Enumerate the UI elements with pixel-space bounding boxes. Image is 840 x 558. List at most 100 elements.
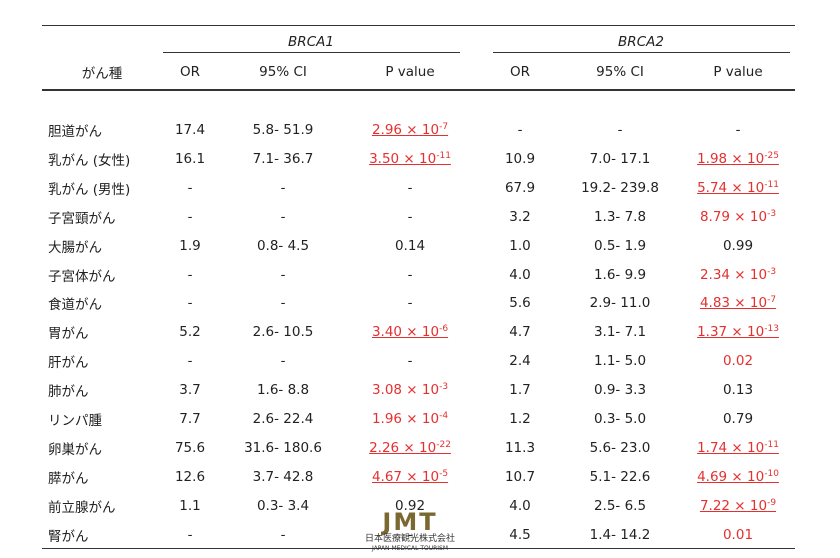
group-header: BRCA2 bbox=[618, 34, 664, 50]
table-cell: 1.2 bbox=[509, 411, 531, 427]
p-value: 0.02 bbox=[723, 353, 753, 369]
p-value: 1.98 × 10-25 bbox=[697, 151, 779, 167]
cancer-name: 肺がん bbox=[48, 384, 89, 401]
p-value: 4.69 × 10-10 bbox=[697, 469, 779, 485]
group-header: BRCA1 bbox=[288, 34, 334, 50]
p-value: 2.34 × 10-3 bbox=[700, 267, 776, 283]
table-cell: 1.6- 9.9 bbox=[593, 266, 647, 283]
table-cell: 31.6- 180.6 bbox=[244, 439, 322, 456]
p-value-exponent: -5 bbox=[439, 468, 449, 479]
cancer-name: 前立腺がん bbox=[48, 499, 116, 516]
table-cell: - bbox=[187, 266, 193, 283]
p-value-mantissa: 5.74 × 10 bbox=[697, 179, 765, 196]
p-value-exponent: -7 bbox=[439, 122, 449, 132]
p-value-mantissa: 4.67 × 10 bbox=[371, 468, 440, 485]
p-value-mantissa: 2.34 × 10 bbox=[699, 266, 768, 283]
p-value-exponent: -22 bbox=[436, 439, 451, 450]
p-value-exponent: -10 bbox=[764, 468, 779, 479]
p-value-mantissa: 1.37 × 10 bbox=[697, 324, 765, 341]
table-cell: - bbox=[280, 353, 286, 370]
p-value-exponent: -3 bbox=[767, 208, 777, 219]
table-cell: 1.7 bbox=[509, 382, 531, 399]
table-cell: - bbox=[407, 526, 413, 543]
cancer-name: 卵巣がん bbox=[48, 441, 102, 458]
watermark-logo: JMT bbox=[382, 508, 438, 536]
table-cell: 2.6- 10.5 bbox=[252, 324, 314, 341]
column-header: OR bbox=[179, 64, 201, 80]
table-cell: 10.7 bbox=[504, 468, 536, 485]
column-header: 95% CI bbox=[259, 64, 307, 80]
p-value-mantissa: 2.96 × 10 bbox=[371, 122, 440, 138]
table-cell: 0.99 bbox=[722, 237, 754, 254]
table-cell: 1.4- 14.2 bbox=[589, 526, 651, 543]
table-cell: 75.6 bbox=[174, 439, 206, 456]
table-cell: 10.9 bbox=[504, 150, 536, 167]
top-rule bbox=[42, 25, 795, 26]
table-cell: - bbox=[187, 179, 193, 196]
table-cell: 5.6- 23.0 bbox=[589, 439, 651, 456]
table-cell: 4.0 bbox=[509, 266, 531, 283]
cancer-name: 腎がん bbox=[48, 528, 89, 545]
table-cell: 4.0 bbox=[509, 497, 531, 514]
p-value-mantissa: 3.40 × 10 bbox=[371, 324, 440, 341]
table-cell: - bbox=[407, 179, 413, 196]
table-cell: 1.0 bbox=[509, 237, 531, 254]
p-value-mantissa: 7.22 × 10 bbox=[699, 497, 768, 514]
table-cell: 1.6- 8.8 bbox=[256, 382, 310, 399]
table-cell: 2.9- 11.0 bbox=[589, 295, 651, 312]
p-value-mantissa: 2.26 × 10 bbox=[369, 439, 437, 456]
table-cell: - bbox=[187, 526, 193, 543]
p-value-exponent: -9 bbox=[767, 497, 777, 508]
group-rule bbox=[493, 52, 790, 53]
p-value: 3.50 × 10-11 bbox=[369, 151, 451, 167]
p-value: 4.67 × 10-5 bbox=[372, 469, 448, 485]
p-value-mantissa: 0.02 bbox=[722, 353, 754, 370]
table-cell: - bbox=[407, 295, 413, 312]
table-cell: 3.7 bbox=[179, 382, 201, 399]
cancer-name: 子宮体がん bbox=[48, 268, 116, 285]
table-cell: - bbox=[407, 353, 413, 370]
table-cell: 2.6- 22.4 bbox=[252, 411, 314, 427]
cancer-name: リンパ腫 bbox=[48, 413, 102, 429]
table-cell: 16.1 bbox=[174, 150, 206, 167]
p-value-exponent: -25 bbox=[764, 150, 779, 161]
column-header: がん種 bbox=[81, 66, 123, 82]
table-cell: 1.9 bbox=[179, 237, 201, 254]
table-cell: 12.6 bbox=[174, 468, 206, 485]
table-cell: 3.7- 42.8 bbox=[252, 468, 314, 485]
table-cell: 0.8- 4.5 bbox=[256, 237, 310, 254]
table-cell: - bbox=[187, 208, 193, 225]
table-cell: - bbox=[280, 208, 286, 225]
table-cell: 5.8- 51.9 bbox=[252, 122, 314, 138]
table-cell: - bbox=[280, 266, 286, 283]
table-cell: 7.0- 17.1 bbox=[589, 150, 651, 167]
p-value: 1.37 × 10-13 bbox=[697, 324, 779, 340]
p-value-exponent: -11 bbox=[764, 179, 779, 190]
cancer-name: 乳がん (女性) bbox=[48, 152, 131, 169]
p-value: 4.83 × 10-7 bbox=[700, 295, 776, 311]
table-cell: 1.3- 7.8 bbox=[593, 208, 647, 225]
p-value: 5.74 × 10-11 bbox=[697, 180, 779, 196]
cancer-name: 膵がん bbox=[48, 470, 89, 487]
p-value: 7.22 × 10-9 bbox=[700, 498, 776, 514]
p-value: 1.96 × 10-4 bbox=[372, 411, 448, 427]
table-cell: 0.92 bbox=[394, 497, 426, 514]
column-header: P value bbox=[385, 64, 435, 80]
p-value-mantissa: 4.83 × 10 bbox=[699, 295, 768, 312]
table-cell: - bbox=[280, 526, 286, 543]
cancer-name: 大腸がん bbox=[48, 239, 102, 256]
column-header: OR bbox=[509, 64, 531, 80]
table-cell: 67.9 bbox=[504, 179, 536, 196]
p-value-mantissa: 1.98 × 10 bbox=[697, 150, 765, 167]
table-cell: 5.1- 22.6 bbox=[589, 468, 651, 485]
table-cell: 3.2 bbox=[509, 208, 531, 225]
table-cell: 4.7 bbox=[509, 324, 531, 341]
p-value: 3.08 × 10-3 bbox=[372, 382, 448, 398]
p-value-exponent: -3 bbox=[439, 382, 449, 393]
p-value: 2.26 × 10-22 bbox=[369, 440, 451, 456]
p-value: 1.74 × 10-11 bbox=[697, 440, 779, 456]
p-value-mantissa: 4.69 × 10 bbox=[697, 468, 765, 485]
table-cell: 2.5- 6.5 bbox=[593, 497, 647, 514]
p-value-mantissa: 1.74 × 10 bbox=[697, 439, 765, 456]
